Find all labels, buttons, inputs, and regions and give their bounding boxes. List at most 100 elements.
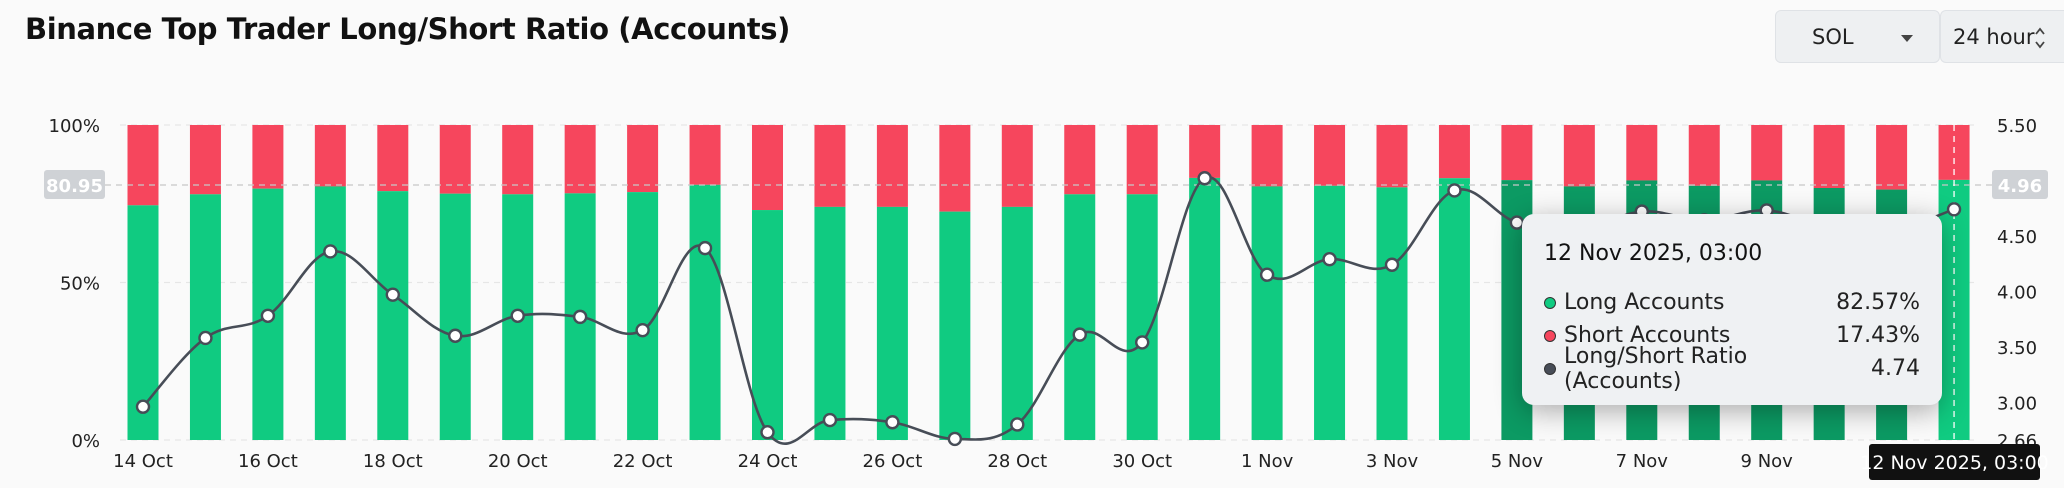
- crosshair-labels: 80.95 4.96 12 Nov 2025, 03:00: [44, 170, 2049, 480]
- ratio-point: [1134, 335, 1150, 350]
- ratio-point: [1447, 183, 1462, 198]
- asset-select-value: SOL: [1812, 24, 1854, 49]
- long-bar: [814, 206, 846, 440]
- short-bar: [752, 125, 783, 211]
- tooltip-row-ratio: Long/Short Ratio (Accounts) 4.74: [1544, 344, 1920, 394]
- long-bar: [1376, 187, 1408, 440]
- ratio-point: [323, 244, 338, 259]
- y-right-tick-label: 4.50: [1997, 227, 2037, 248]
- long-bar: [1064, 194, 1096, 440]
- short-bar: [1001, 125, 1033, 207]
- x-tick-label: 22 Oct: [613, 451, 673, 472]
- x-tick-label: 3 Nov: [1366, 451, 1419, 472]
- x-tick-label: 16 Oct: [238, 451, 298, 472]
- long-bar: [1938, 179, 1970, 441]
- short-bar: [939, 125, 971, 212]
- short-bar: [627, 125, 659, 193]
- ratio-point: [1259, 267, 1275, 282]
- ratio-point: [135, 399, 151, 414]
- x-tick-label: 20 Oct: [488, 451, 548, 472]
- long-bar: [377, 191, 409, 440]
- period-select[interactable]: 24 hour: [1940, 10, 2064, 63]
- ratio-legend-dot-icon: [1544, 362, 1556, 375]
- short-bar: [814, 125, 846, 207]
- short-bar: [1563, 125, 1595, 187]
- short-bar: [1813, 125, 1845, 188]
- ratio-point: [510, 308, 525, 323]
- short-bar: [1626, 125, 1658, 181]
- tooltip-label: Long Accounts: [1564, 290, 1725, 315]
- long-bar: [189, 194, 221, 440]
- x-tick-label: 18 Oct: [363, 451, 423, 472]
- ratio-point: [1384, 257, 1400, 272]
- short-bar: [502, 125, 534, 195]
- tooltip-date: 12 Nov 2025, 03:00: [1544, 241, 1763, 266]
- long-bar: [689, 184, 721, 440]
- long-bar: [1251, 186, 1283, 440]
- long-legend-dot-icon: [1544, 296, 1556, 309]
- short-legend-dot-icon: [1544, 329, 1556, 342]
- long-bar: [1126, 194, 1158, 440]
- ratio-point: [1322, 252, 1337, 267]
- short-bar: [1688, 125, 1720, 186]
- crosshair-x-label-box: [1869, 444, 2040, 480]
- ratio-point: [448, 328, 463, 343]
- short-bar: [1751, 125, 1783, 181]
- ratio-point: [697, 240, 713, 256]
- short-bar: [876, 125, 908, 207]
- x-tick-label: 5 Nov: [1491, 451, 1544, 472]
- tooltip-value: 17.43%: [1836, 323, 1920, 348]
- long-bar: [439, 193, 471, 440]
- crosshair-left-value-box: [44, 170, 105, 199]
- short-bar: [1376, 125, 1408, 188]
- y-left-tick-label: 50%: [60, 274, 100, 295]
- short-bar: [1438, 125, 1470, 179]
- ratio-point: [635, 322, 650, 338]
- crosshair-right-value: 4.96: [1998, 176, 2042, 197]
- tooltip-value: 82.57%: [1836, 290, 1920, 315]
- y-right-tick-label: 3.00: [1997, 393, 2037, 414]
- y-right-tick-label: 3.50: [1997, 338, 2037, 359]
- crosshair-left-value: 80.95: [46, 176, 103, 197]
- short-bar: [689, 125, 721, 185]
- short-bar: [1314, 125, 1346, 186]
- short-bar: [1251, 125, 1283, 187]
- x-tick-label: 26 Oct: [863, 451, 923, 472]
- x-tick-label: 9 Nov: [1741, 451, 1794, 472]
- x-tick-label: 14 Oct: [113, 451, 173, 472]
- long-bar: [314, 186, 346, 440]
- short-bar: [1189, 125, 1221, 178]
- ratio-point: [260, 308, 276, 323]
- ratio-point: [1946, 202, 1962, 217]
- crosshair-right-value-box: [1992, 170, 2048, 199]
- short-bar: [189, 125, 221, 195]
- ratio-point: [822, 412, 838, 428]
- short-bar: [1064, 125, 1096, 195]
- tooltip-label: Long/Short Ratio (Accounts): [1564, 343, 1748, 394]
- y-right-tick-label: 5.50: [1997, 116, 2037, 137]
- short-bar: [439, 125, 471, 194]
- ratio-point: [385, 287, 400, 302]
- chart-title: Binance Top Trader Long/Short Ratio (Acc…: [25, 12, 790, 46]
- short-bar: [564, 125, 596, 194]
- chevron-updown-icon: [2035, 27, 2045, 49]
- caret-down-icon: [1901, 35, 1913, 42]
- chart-tooltip: 12 Nov 2025, 03:00 Long Accounts 82.57% …: [1522, 214, 1942, 405]
- ratio-point: [572, 309, 588, 325]
- crosshair: [105, 125, 1992, 440]
- long-bar: [1001, 206, 1033, 440]
- short-bar: [314, 125, 346, 187]
- x-tick-label: 7 Nov: [1616, 451, 1669, 472]
- long-bar: [627, 192, 659, 440]
- asset-select[interactable]: SOL: [1775, 10, 1940, 63]
- short-bar: [1126, 125, 1158, 195]
- crosshair-x-label: 12 Nov 2025, 03:00: [1860, 452, 2049, 474]
- long-bar: [876, 206, 908, 440]
- ratio-point: [1197, 171, 1212, 186]
- y-right-tick-label: 4.00: [1997, 282, 2037, 303]
- tooltip-label: Short Accounts: [1564, 323, 1731, 348]
- ratio-point: [885, 415, 900, 430]
- long-bar: [752, 210, 783, 440]
- short-bar: [1501, 125, 1533, 181]
- short-bar: [252, 125, 284, 189]
